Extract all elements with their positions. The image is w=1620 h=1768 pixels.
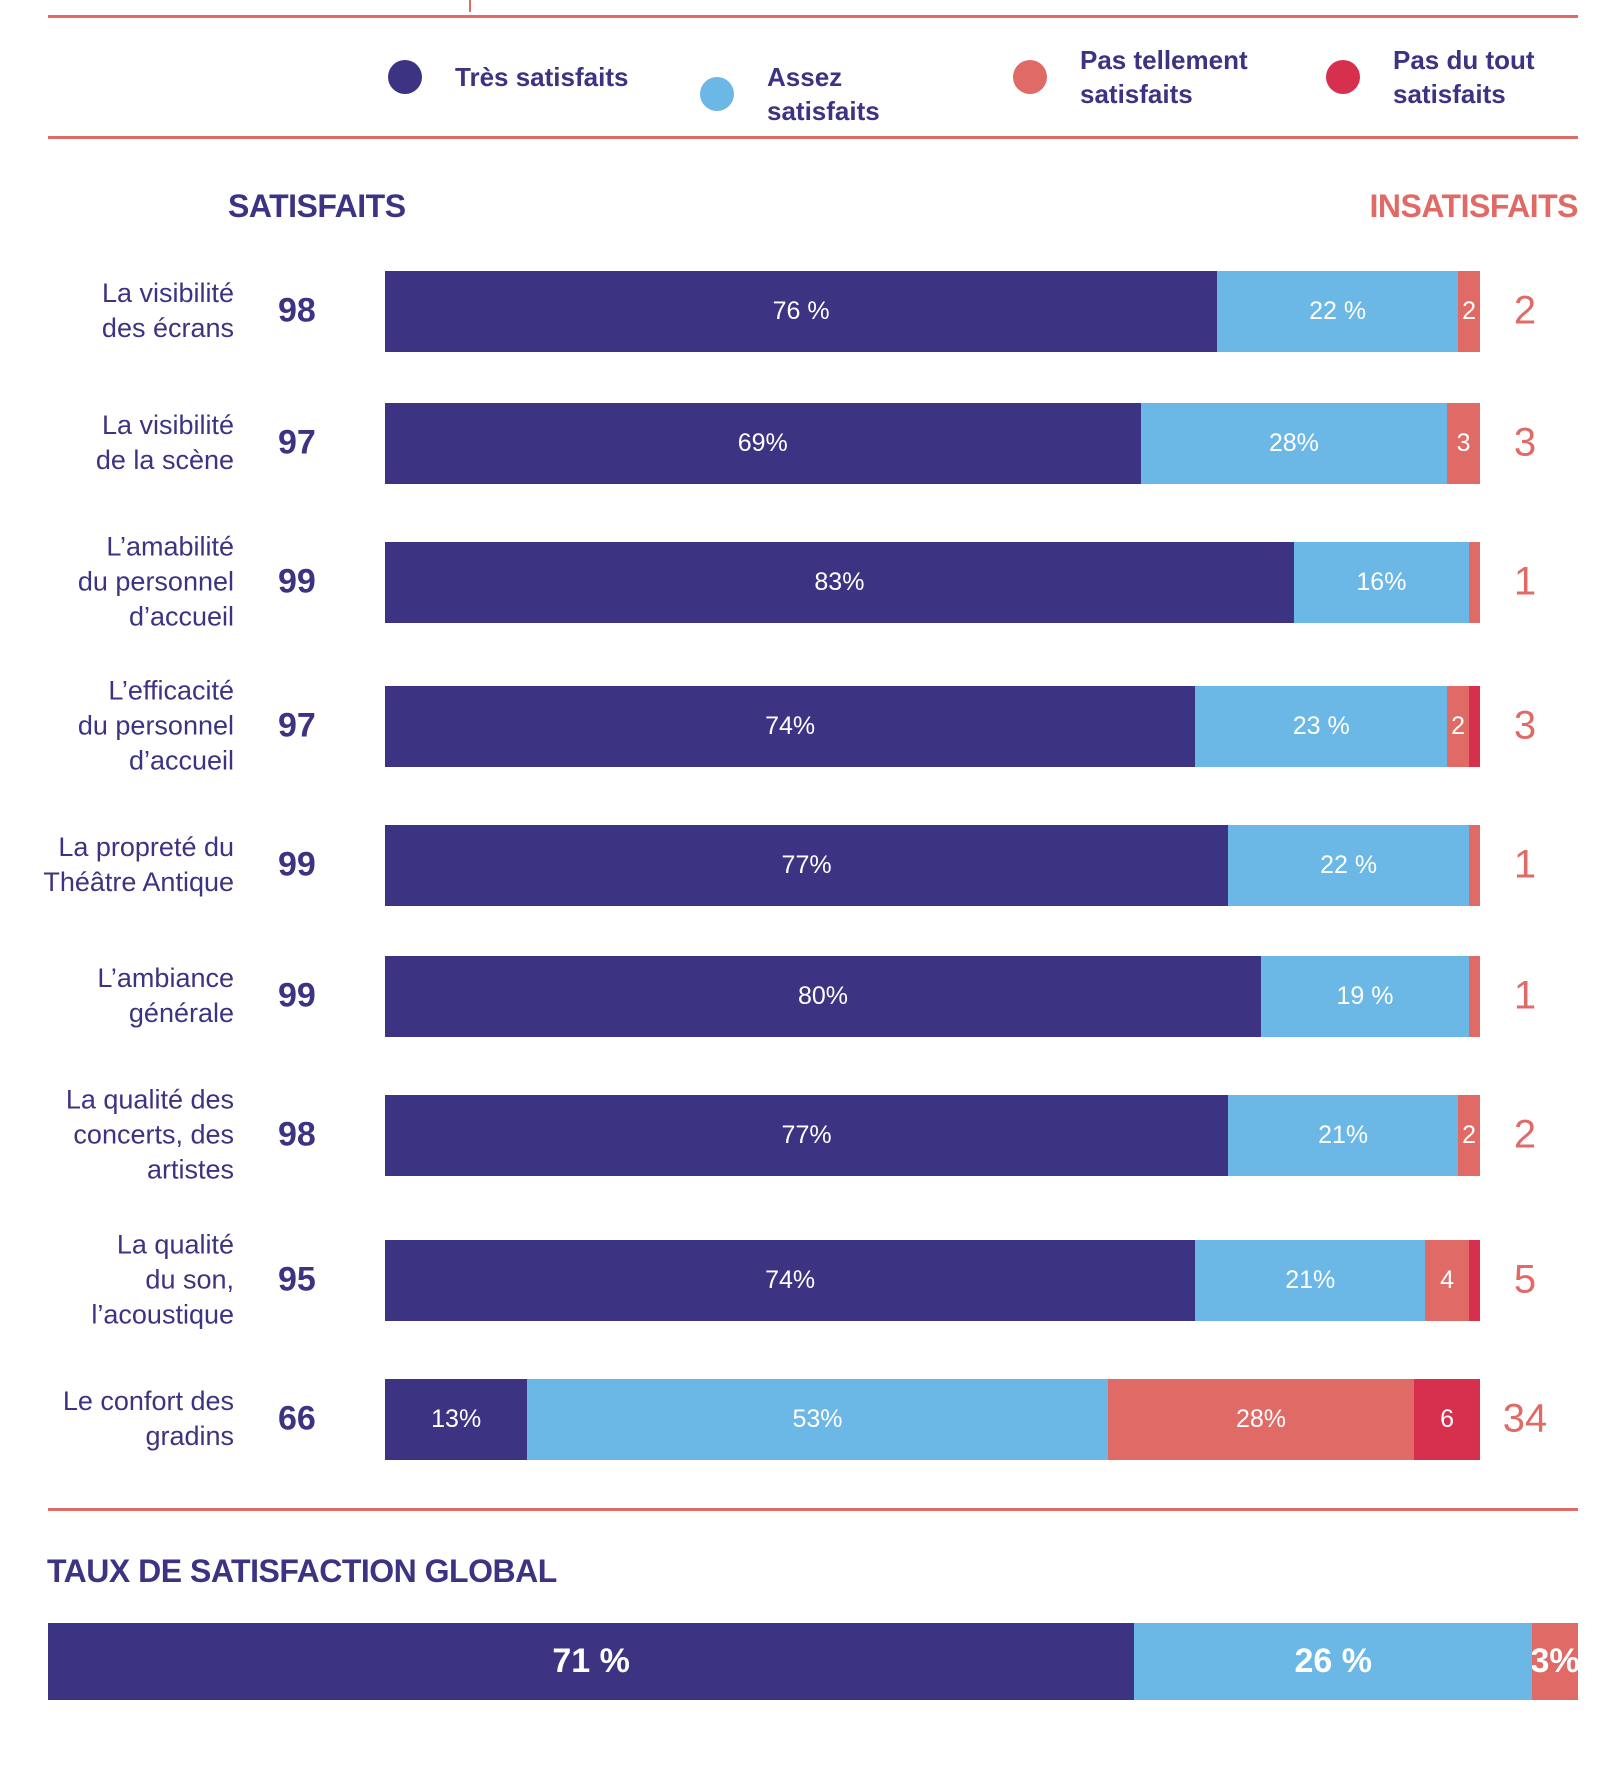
top-tick: [469, 0, 471, 12]
legend-item-pas-du-tout-satisfaits: Pas du tout satisfaits: [1326, 43, 1583, 111]
bar-segment: [1469, 542, 1480, 623]
legend-item-pas-tellement-satisfaits: Pas tellement satisfaits: [1013, 43, 1270, 111]
row-label: La qualité du son, l’acoustique: [91, 1229, 234, 1330]
legend-dot: [700, 77, 734, 111]
row-bar: 74% 23 % 2: [385, 686, 1480, 767]
row-label: La propreté du Théâtre Antique: [43, 832, 234, 897]
bar-segment: 3: [1447, 403, 1480, 484]
bar-segment: [1469, 1240, 1480, 1321]
bar-segment: [1469, 686, 1480, 767]
bar-segment: 76 %: [385, 271, 1218, 352]
bar-segment: 21%: [1195, 1240, 1426, 1321]
row-bar: 76 % 22 % 2: [385, 271, 1480, 352]
heading-satisfaits: SATISFAITS: [228, 188, 406, 224]
row-bar: 74% 21% 4: [385, 1240, 1480, 1321]
row-label: La visibilité de la scène: [95, 410, 234, 475]
bar-segment: 13%: [385, 1379, 528, 1460]
row-satisfied-total: 98: [278, 1115, 316, 1154]
bar-segment: 53%: [527, 1379, 1108, 1460]
bar-segment: 23 %: [1195, 686, 1448, 767]
row-satisfied-total: 98: [278, 291, 316, 330]
bar-segment: 2: [1458, 271, 1480, 352]
row-satisfied-total: 66: [278, 1399, 316, 1438]
bar-segment: 80%: [385, 956, 1261, 1037]
legend-label: Pas tellement satisfaits: [1080, 45, 1248, 109]
bar-segment: 22 %: [1217, 271, 1459, 352]
bar-segment: 6: [1414, 1379, 1480, 1460]
bar-segment: 69%: [385, 403, 1141, 484]
row-unsatisfied-total: 1: [1513, 973, 1537, 1018]
row-label: L’efficacité du personnel d’accueil: [77, 675, 234, 776]
bar-segment: 28%: [1140, 403, 1448, 484]
bar-segment: 2: [1447, 686, 1470, 767]
bar-segment: 74%: [385, 1240, 1196, 1321]
row-bar: 77% 22 %: [385, 825, 1480, 906]
bar-segment: 22 %: [1228, 825, 1470, 906]
row-unsatisfied-total: 3: [1513, 703, 1537, 748]
legend-label: Très satisfaits: [455, 62, 629, 92]
global-title: TAUX DE SATISFACTION GLOBAL: [47, 1553, 557, 1589]
row-unsatisfied-total: 34: [1502, 1396, 1548, 1441]
bar-segment: 28%: [1107, 1379, 1415, 1460]
legend-item-assez-satisfaits: Assez satisfaits: [700, 60, 957, 128]
row-label: L’ambiance générale: [97, 963, 234, 1028]
row-bar: 77% 21% 2: [385, 1095, 1480, 1176]
bar-segment: 74%: [385, 686, 1196, 767]
row-satisfied-total: 97: [278, 423, 316, 462]
bar-segment: 77%: [385, 1095, 1229, 1176]
global-bar-segment: 71 %: [48, 1623, 1135, 1700]
legend-label: Pas du tout satisfaits: [1393, 45, 1535, 109]
legend-dot: [388, 60, 422, 94]
bar-segment: 83%: [385, 542, 1294, 623]
bar-segment: 77%: [385, 825, 1229, 906]
global-bar: 71 % 26 % 3%: [48, 1623, 1578, 1700]
bar-segment: 16%: [1293, 542, 1470, 623]
global-divider: [48, 1508, 1578, 1511]
legend-item-tres-satisfaits: Très satisfaits: [388, 60, 645, 94]
row-label: Le confort des gradins: [62, 1386, 234, 1451]
row-satisfied-total: 97: [278, 706, 316, 745]
row-label: La qualité des concerts, des artistes: [65, 1084, 234, 1185]
row-unsatisfied-total: 3: [1513, 420, 1537, 465]
row-label: L’amabilité du personnel d’accueil: [77, 531, 234, 632]
legend-dot: [1013, 60, 1047, 94]
legend-dot: [1326, 60, 1360, 94]
global-bar-segment: 26 %: [1134, 1623, 1533, 1700]
row-unsatisfied-total: 1: [1513, 559, 1537, 604]
top-divider: [48, 15, 1578, 18]
legend-label: Assez satisfaits: [767, 62, 880, 126]
global-bar-segment: 3%: [1532, 1623, 1578, 1700]
row-bar: 83% 16%: [385, 542, 1480, 623]
bar-segment: 2: [1458, 1095, 1480, 1176]
row-bar: 80% 19 %: [385, 956, 1480, 1037]
row-satisfied-total: 95: [278, 1260, 316, 1299]
row-unsatisfied-total: 5: [1513, 1257, 1537, 1302]
row-bar: 69% 28% 3: [385, 403, 1480, 484]
row-unsatisfied-total: 2: [1513, 288, 1537, 333]
row-unsatisfied-total: 1: [1513, 842, 1537, 887]
heading-insatisfaits: INSATISFAITS: [1369, 188, 1578, 224]
bar-segment: 19 %: [1261, 956, 1470, 1037]
bar-segment: 21%: [1228, 1095, 1459, 1176]
row-satisfied-total: 99: [278, 845, 316, 884]
row-bar: 13% 53% 28% 6: [385, 1379, 1480, 1460]
bar-segment: [1469, 956, 1480, 1037]
bar-segment: 4: [1425, 1240, 1470, 1321]
legend-divider: [48, 136, 1578, 139]
row-satisfied-total: 99: [278, 976, 316, 1015]
row-unsatisfied-total: 2: [1513, 1112, 1537, 1157]
row-satisfied-total: 99: [278, 562, 316, 601]
row-label: La visibilité des écrans: [101, 278, 234, 343]
bar-segment: [1469, 825, 1480, 906]
